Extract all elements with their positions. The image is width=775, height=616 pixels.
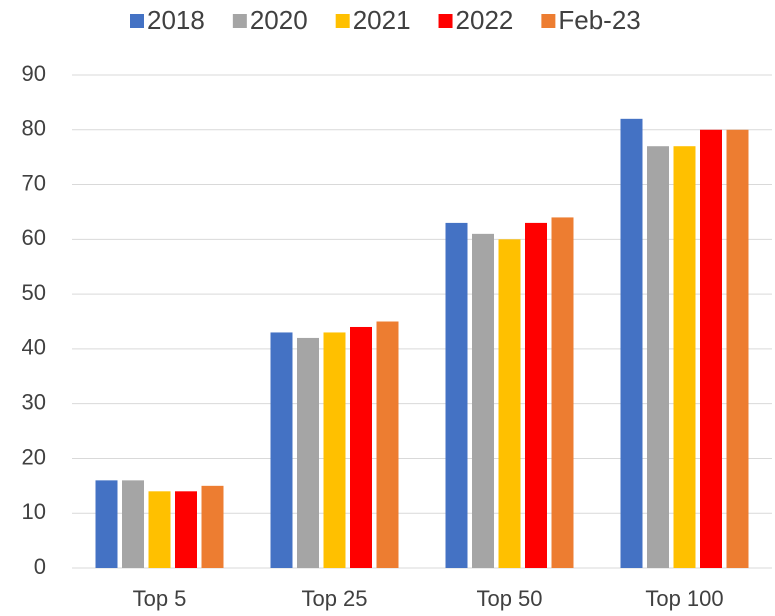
bar [323, 332, 346, 568]
y-tick-label: 70 [22, 170, 46, 195]
bar [122, 480, 144, 568]
bar [551, 217, 574, 568]
x-tick-label: Top 50 [476, 586, 542, 611]
bar [673, 146, 696, 568]
bar [148, 491, 171, 568]
legend-swatch [232, 14, 247, 28]
bar [175, 491, 197, 568]
legend-swatch [438, 14, 453, 28]
legend-label: 2022 [456, 5, 514, 35]
x-tick-label: Top 25 [301, 586, 367, 611]
bar [498, 239, 521, 569]
bar [270, 332, 293, 568]
legend-label: 2021 [353, 5, 411, 35]
bar [525, 222, 547, 568]
y-tick-label: 90 [22, 61, 46, 86]
x-tick-label: Top 100 [645, 586, 723, 611]
legend-swatch [130, 14, 144, 28]
y-tick-label: 40 [22, 335, 46, 360]
bar [201, 485, 224, 568]
bar [700, 129, 722, 568]
bar [297, 337, 319, 568]
legend-label: 2020 [250, 5, 308, 35]
y-tick-label: 60 [22, 225, 46, 250]
x-tick-label: Top 5 [133, 586, 187, 611]
legend-label: 2018 [147, 5, 205, 35]
bar [376, 321, 399, 568]
y-tick-label: 0 [34, 554, 46, 579]
bar [95, 480, 118, 568]
y-tick-label: 20 [22, 444, 46, 469]
y-tick-label: 10 [22, 499, 46, 524]
bar [620, 118, 643, 569]
bar [350, 326, 372, 568]
y-tick-label: 30 [22, 389, 46, 414]
y-tick-label: 50 [22, 280, 46, 305]
legend-label: Feb-23 [558, 5, 640, 35]
bar [472, 233, 494, 568]
bar [445, 222, 468, 568]
y-tick-label: 80 [22, 116, 46, 141]
legend-swatch [335, 14, 350, 28]
bar [726, 129, 749, 568]
legend-swatch [541, 14, 556, 28]
bar [647, 146, 669, 568]
